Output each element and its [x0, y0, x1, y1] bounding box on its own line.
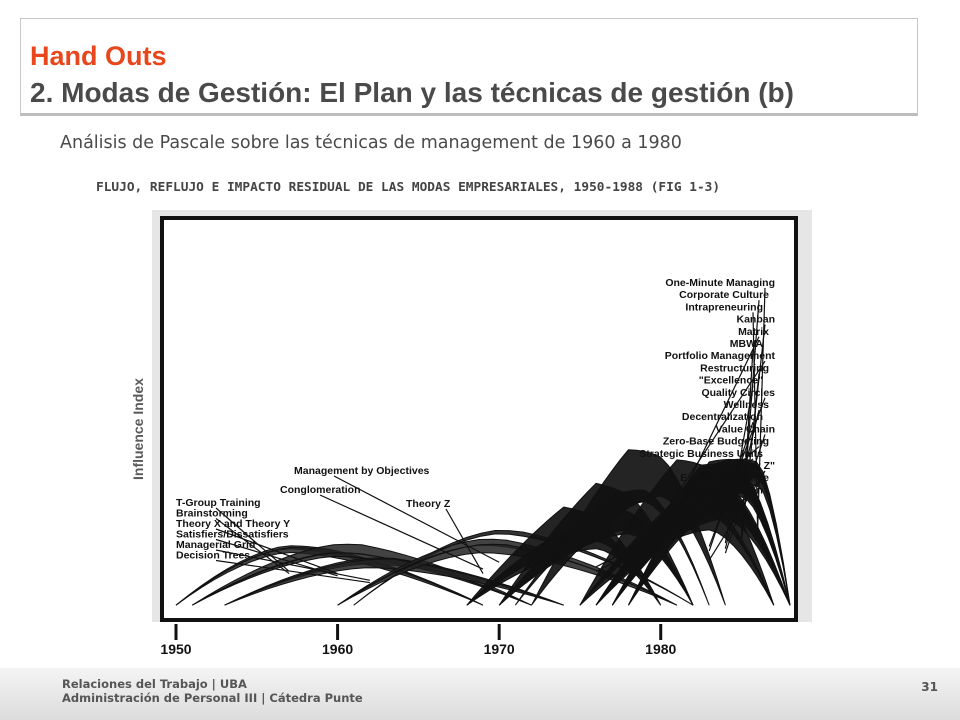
x-tick-label: 1970	[484, 641, 515, 657]
x-tick-label: 1950	[160, 641, 191, 657]
slide-heading: 2. Modas de Gestión: El Plan y las técni…	[30, 77, 794, 108]
series-label: One-Minute Managing	[665, 277, 775, 289]
series-stream	[175, 546, 484, 606]
leader-line	[644, 360, 766, 544]
series-label: Zero-Base Budgeting	[663, 436, 769, 448]
chart: T-Group Training Brainstorming Theory X an…	[110, 210, 830, 665]
series-label: Value Chain	[715, 423, 775, 435]
figure-caption: FLUJO, REFLUJO E IMPACTO RESIDUAL DE LAS…	[96, 180, 721, 195]
slide-title: Hand Outs	[30, 41, 167, 71]
footer-line-2: Administración de Personal III | Cátedra…	[62, 691, 363, 705]
series-label: Corporate Culture	[679, 289, 769, 301]
series-label: "Excellence"	[699, 375, 763, 387]
series-label: Satisfiers/Dissatisfiers	[176, 529, 289, 541]
series-label: Intrapreneuring	[685, 301, 763, 313]
leader-line	[445, 508, 484, 574]
leader-line	[215, 528, 338, 575]
series-label: Decision Trees	[176, 550, 250, 562]
leader-line	[708, 470, 766, 561]
leader-line	[724, 385, 754, 544]
x-tick-label: 1980	[645, 641, 676, 657]
series-label: Management by Objectives	[294, 465, 430, 477]
leader-line	[740, 324, 766, 536]
series-label: Wellness	[724, 399, 769, 411]
series-label: Kanban	[736, 314, 775, 326]
series-label: Theory Z	[406, 498, 451, 510]
leader-line	[628, 446, 760, 561]
leader-line	[724, 434, 766, 554]
series-label: Managerial Grid	[176, 539, 255, 551]
series-label: MBWA	[730, 338, 764, 350]
leader-line	[757, 287, 766, 529]
series-label: Brainstorming	[176, 508, 248, 520]
leader-line	[660, 336, 760, 540]
leader-line	[628, 458, 754, 563]
series-stream	[627, 458, 791, 606]
y-axis-label: Influence Index	[130, 378, 146, 480]
chart-leader-lines	[215, 287, 766, 584]
leader-line	[215, 507, 290, 572]
x-axis: 1950 1960 1970 1980	[160, 624, 677, 657]
series-label: Conglomeration	[280, 484, 361, 496]
footer: Relaciones del Trabajo | UBA Administrac…	[0, 668, 960, 720]
leader-line	[319, 494, 484, 570]
series-label: Quality Circles	[701, 387, 775, 399]
leader-line	[333, 475, 500, 563]
series-label: T-Group Training	[176, 497, 261, 509]
leader-line	[740, 300, 760, 531]
footer-line-1: Relaciones del Trabajo | UBA	[62, 677, 247, 691]
leader-line	[752, 312, 759, 533]
leader-line	[215, 518, 290, 575]
leader-line	[595, 482, 760, 568]
x-tick-label: 1960	[322, 641, 353, 657]
series-label: Diversification	[691, 484, 763, 496]
series-label: "Theory Z"	[721, 460, 775, 472]
series-label: Portfolio Management	[665, 350, 776, 362]
series-label: Strategic Business Units	[639, 448, 763, 460]
leader-line	[215, 559, 370, 584]
leader-line	[215, 549, 371, 581]
series-label: Matrix	[738, 326, 769, 338]
series-label: Theory X and Theory Y	[176, 518, 290, 530]
page-number: 31	[921, 680, 938, 694]
title-box: Hand Outs 2. Modas de Gestión: El Plan y…	[20, 18, 918, 116]
slide-subtitle: Análisis de Pascale sobre las técnicas d…	[60, 133, 682, 153]
series-stream	[531, 449, 726, 606]
leader-line	[595, 494, 754, 572]
series-stream	[337, 543, 678, 606]
series-label: Restructuring	[700, 362, 769, 374]
series-stream	[224, 558, 564, 606]
series-label: Experience Curve	[680, 472, 769, 484]
series-label: Decentralization	[682, 411, 763, 423]
